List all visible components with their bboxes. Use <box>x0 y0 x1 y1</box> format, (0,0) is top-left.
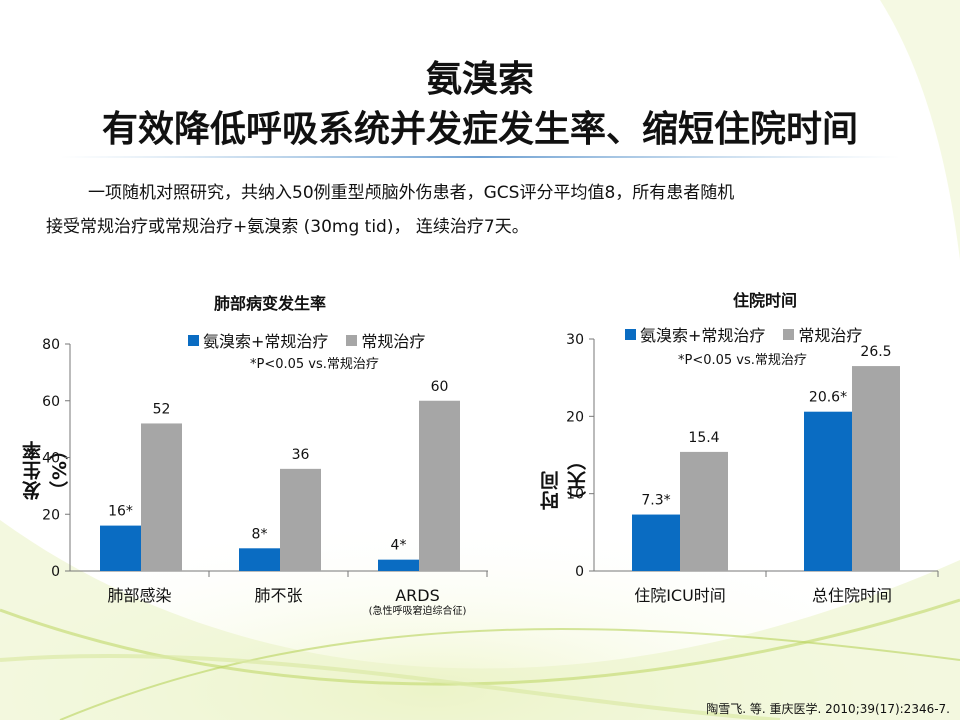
chart1-data-label: 60 <box>431 379 449 395</box>
chart1-y-tick-label: 20 <box>42 507 60 523</box>
chart1-y-tick-label: 80 <box>42 337 60 353</box>
chart2-category-label: 总住院时间 <box>812 586 892 605</box>
chart1-legend: 氨溴索+常规治疗 常规治疗 <box>188 328 443 352</box>
chart2-y-tick-label: 30 <box>566 332 584 348</box>
chart2-data-label: 26.5 <box>860 344 891 360</box>
chart1-bar-control <box>419 400 460 571</box>
chart2-bar-control <box>852 366 900 571</box>
chart2-data-label: 15.4 <box>688 430 719 446</box>
legend-swatch-control <box>783 328 795 340</box>
chart1-y-tick-label: 40 <box>42 451 60 467</box>
chart2-y-tick-label: 0 <box>575 564 584 580</box>
chart2-ylabel: 时间（天） <box>540 450 589 510</box>
intro-line1: 一项随机对照研究，共纳入50例重型颅脑外伤患者，GCS评分平均值8，所有患者随机 <box>88 183 735 203</box>
chart1-data-label: 4* <box>391 538 407 554</box>
chart2-title: 住院时间 <box>732 291 797 310</box>
chart2-bar-treatment <box>632 514 680 571</box>
chart2-legend: 氨溴索+常规治疗 常规治疗 <box>625 322 880 346</box>
chart2-y-tick-label: 20 <box>566 409 584 425</box>
chart1-legend-treatment: 氨溴索+常规治疗 <box>203 332 329 351</box>
chart2-bar-control <box>680 451 728 571</box>
chart1-bar-treatment <box>100 525 141 571</box>
chart1-data-label: 8* <box>252 526 268 542</box>
page-title-line2: 有效降低呼吸系统并发症发生率、缩短住院时间 <box>101 109 858 150</box>
chart1-legend-control: 常规治疗 <box>361 332 426 351</box>
chart1-data-label: 52 <box>153 401 171 417</box>
chart1-bar-control <box>280 468 321 571</box>
page-title-line1: 氨溴索 <box>425 59 534 100</box>
chart1-title: 肺部病变发生率 <box>213 294 326 313</box>
chart1-category-sublabel: (急性呼吸窘迫综合征) <box>369 604 467 617</box>
legend-swatch-control <box>346 334 358 346</box>
chart2-bar-treatment <box>804 411 852 571</box>
chart1-y-tick-label: 60 <box>42 394 60 410</box>
legend-swatch-treatment <box>625 328 636 340</box>
chart1-category-label: 肺不张 <box>254 586 302 605</box>
chart1-bar-control <box>141 423 182 571</box>
chart2-data-label: 20.6* <box>809 390 847 406</box>
legend-swatch-treatment <box>188 334 199 346</box>
chart1-note: *P<0.05 vs.常规治疗 <box>250 357 379 372</box>
chart1-category-label: ARDS <box>395 586 440 605</box>
citation: 陶雪飞. 等. 重庆医学. 2010;39(17):2346-7. <box>706 702 950 716</box>
intro-text: 一项随机对照研究，共纳入50例重型颅脑外伤患者，GCS评分平均值8，所有患者随机… <box>46 176 926 244</box>
intro-line2: 接受常规治疗或常规治疗+氨溴索 (30mg tid)， 连续治疗7天。 <box>46 217 529 237</box>
chart1-y-tick-label: 0 <box>51 564 60 580</box>
chart2-category-label: 住院ICU时间 <box>634 586 726 605</box>
chart2-note: *P<0.05 vs.常规治疗 <box>678 353 807 368</box>
title-underline <box>60 156 900 158</box>
chart1-data-label: 36 <box>292 447 310 463</box>
chart2-data-label: 7.3* <box>641 493 670 509</box>
chart1-bar-treatment <box>239 548 280 571</box>
chart2-y-tick-label: 10 <box>566 487 584 503</box>
chart1-data-label: 16* <box>108 504 133 520</box>
chart2-legend-treatment: 氨溴索+常规治疗 <box>640 326 766 345</box>
chart1-bar-treatment <box>378 559 419 571</box>
chart2-legend-control: 常规治疗 <box>798 326 863 345</box>
chart1-category-label: 肺部感染 <box>107 586 171 605</box>
